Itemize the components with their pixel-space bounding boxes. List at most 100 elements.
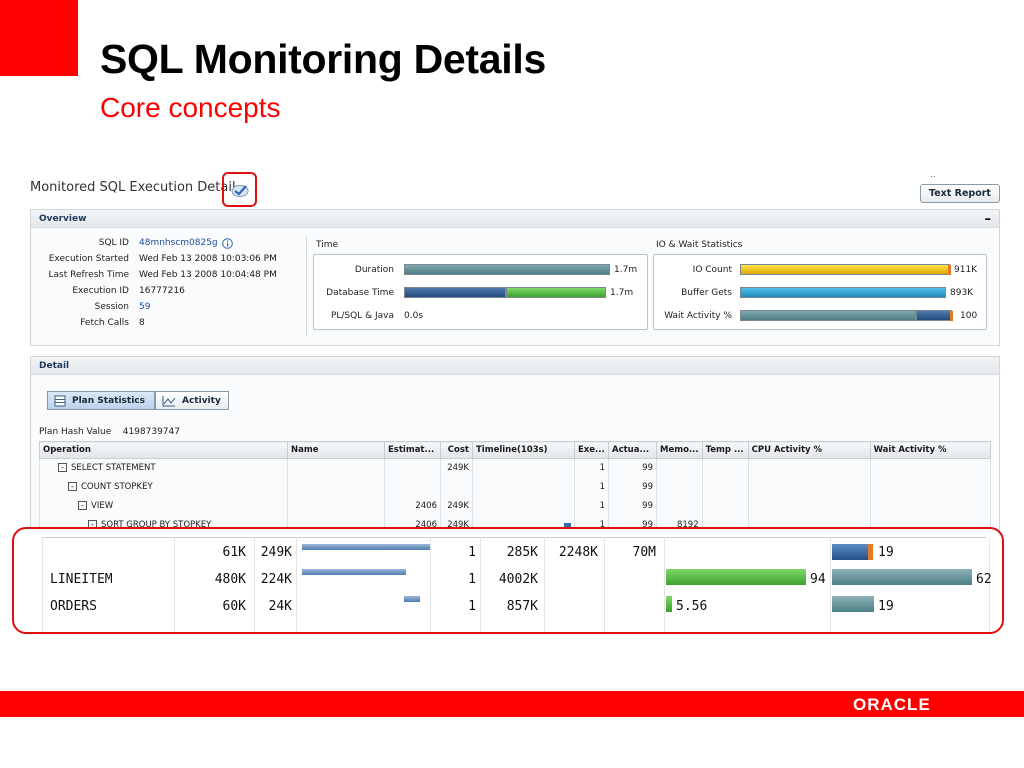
wait-activity-bar-other [740,310,916,321]
session-link[interactable]: 59 [139,302,151,312]
sql-id-link[interactable]: 48mnhscm0825g [139,238,218,248]
buffer-gets-value: 893K [950,288,974,298]
database-time-bar-cpu [506,287,606,298]
text-report-button[interactable]: Text Report [920,184,1000,203]
table-row[interactable]: - COUNT STOPKEY 1 99 [39,477,992,497]
temp-cell [701,496,749,516]
cpu-activity-value: 94 [810,572,826,587]
info-icon[interactable] [221,238,233,249]
table-row[interactable]: - VIEW 2406 249K 1 99 [39,496,992,516]
column-header[interactable]: Memo... [656,441,703,459]
executions-cell: 1 [468,545,476,560]
timeline-bar [302,544,430,550]
wait-activity-bar [832,569,972,585]
column-header[interactable]: Operation [39,441,288,459]
column-header[interactable]: Exe... [574,441,609,459]
database-time-value: 1.7m [610,288,634,298]
field-value: 8 [139,318,145,328]
time-heading: Time [316,240,339,250]
collapse-button[interactable]: – [984,212,992,227]
executions-cell: 1 [574,458,609,478]
name-cell [287,458,385,478]
time-panel: Duration 1.7m Database Time 1.7m PL/SQL … [313,254,648,330]
database-time-label: Database Time [326,288,394,298]
detail-heading: Detail [31,357,999,375]
collapse-tree-icon[interactable]: - [58,463,67,473]
plan-table: Operation Name Estimat... Cost Timeline(… [39,441,992,535]
column-header[interactable]: Name [287,441,385,459]
io-count-value: 911K [954,265,978,275]
estimate-cell: 480K [214,572,246,587]
actual-rows-cell: 857K [506,599,538,614]
wait-activity-bar [832,544,868,560]
timeline-cell [472,496,575,516]
timeline-bar [404,596,420,602]
field-row: Session 59 [35,302,277,318]
operation-cell: - SELECT STATEMENT [39,458,288,478]
column-header[interactable]: CPU Activity % [747,441,871,459]
timeline-cell [472,458,575,478]
io-count-label: IO Count [692,265,732,275]
estimate-cell [384,458,441,478]
detail-section: Detail Plan Statistics Activity Plan Has… [30,356,1000,536]
field-value: Wed Feb 13 2008 10:04:48 PM [139,270,277,280]
slide-subtitle: Core concepts [100,92,281,123]
field-label: Last Refresh Time [48,270,129,280]
field-row: Execution ID 16777216 [35,286,277,302]
memory-cell [656,496,703,516]
column-header[interactable]: Cost [440,441,473,459]
cost-cell: 224K [260,572,292,587]
table-row[interactable]: - SELECT STATEMENT 249K 1 99 [39,458,992,478]
tab-activity[interactable]: Activity [155,391,229,410]
wait-activity-bar-io [916,310,952,321]
estimate-cell [384,477,441,497]
table-row[interactable]: 61K 249K 1 285K 2248K 70M 19 [14,539,1002,568]
plsql-java-label: PL/SQL & Java [330,311,394,321]
operation-cell: - COUNT STOPKEY [39,477,288,497]
plan-hash-value: 4198739747 [122,427,180,437]
wait-activity-value: 19 [878,599,894,614]
table-header: Operation Name Estimat... Cost Timeline(… [39,441,992,459]
name-cell [287,496,385,516]
cost-cell: 249K [440,458,473,478]
field-value: 16777216 [139,286,185,296]
timeline-bar [564,523,571,527]
estimate-cell: 61K [222,545,246,560]
chart-icon [162,395,176,406]
table-row[interactable]: LINEITEM 480K 224K 1 4002K 94 62 [14,566,1002,595]
field-label: Fetch Calls [80,318,129,328]
tab-label: Activity [182,395,221,406]
cpu-activity-bar [666,596,672,612]
table-row[interactable]: ORDERS 60K 24K 1 857K 5.56 19 [14,593,1002,622]
check-badge-highlight [222,172,257,207]
cpu-activity-cell [747,496,871,516]
cost-cell: 249K [440,496,473,516]
operation-label: SELECT STATEMENT [71,463,156,474]
column-header[interactable]: Wait Activity % [869,441,992,459]
collapse-tree-icon[interactable]: - [78,501,87,510]
cost-cell: 249K [260,545,292,560]
actual-rows-cell: 99 [608,496,657,516]
collapse-tree-icon[interactable]: - [68,482,77,491]
cpu-activity-cell [747,477,871,497]
column-header[interactable]: Temp ... [701,441,749,459]
duration-value: 1.7m [614,265,638,275]
column-header[interactable]: Timeline(103s) [472,441,575,459]
buffer-gets-bar [740,287,946,298]
tab-plan-statistics[interactable]: Plan Statistics [47,391,155,410]
field-row: Last Refresh Time Wed Feb 13 2008 10:04:… [35,270,277,286]
name-cell: LINEITEM [50,572,113,587]
divider [306,236,307,336]
slide-title: SQL Monitoring Details [100,36,546,82]
column-header[interactable]: Actua... [608,441,657,459]
checkmark-icon [231,184,248,197]
operation-label: SORT GROUP BY STOPKEY [101,520,212,530]
column-header[interactable]: Estimat... [384,441,441,459]
temp-cell [701,458,749,478]
oracle-logo: ORACLE [853,695,931,714]
temp-cell: 70M [632,545,656,560]
plsql-java-value: 0.0s [404,311,424,321]
more-dots: .. [930,170,936,180]
overview-heading: Overview [31,210,999,228]
operation-label: COUNT STOPKEY [81,482,153,492]
